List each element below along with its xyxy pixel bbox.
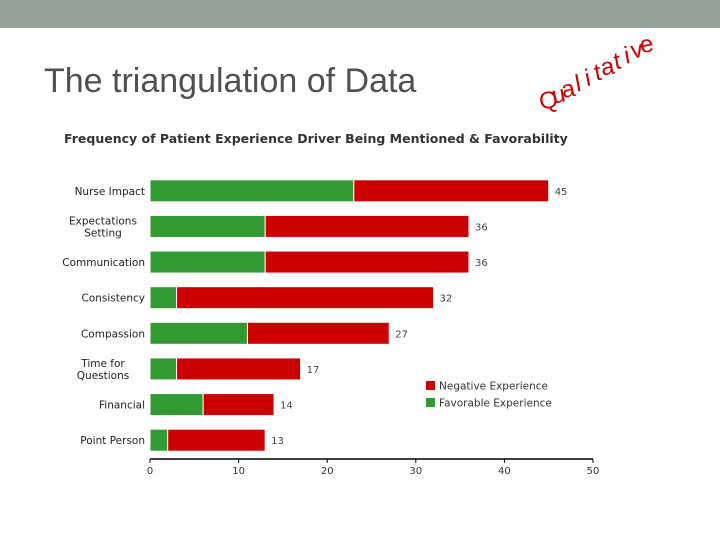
bar-total-label: 27 [395,329,408,340]
legend-label: Negative Experience [439,381,548,393]
category-label: Nurse Impact [75,186,145,198]
x-tick-label: 0 [147,466,153,477]
bar-favorable [149,179,355,203]
bar-favorable [149,321,248,345]
bar-negative [264,214,470,238]
bar-favorable [149,428,169,452]
category-label: Consistency [82,293,146,305]
category-label: Financial [99,400,145,412]
category-label: Communication [62,257,145,269]
bar-favorable [149,357,178,381]
category-label: Compassion [81,328,145,340]
bar-negative [167,428,266,452]
bar-negative [353,179,550,203]
chart-title: Frequency of Patient Experience Driver B… [64,131,568,146]
bar-favorable [149,214,266,238]
x-tick-label: 10 [232,466,245,477]
bar-total-label: 13 [271,436,284,447]
bar-total-label: 32 [440,294,453,305]
slide-title: The triangulation of Data [44,62,417,100]
category-label: Expectations Setting [69,215,137,239]
bar-negative [264,250,470,274]
legend-swatch [426,398,435,407]
bar-negative [176,357,302,381]
category-label: Time for Questions [77,358,129,382]
bar-total-label: 45 [555,187,568,198]
bar-negative [246,321,390,345]
bar-favorable [149,286,178,310]
x-tick-label: 30 [409,466,422,477]
bar-favorable [149,393,204,417]
bar-favorable [149,250,266,274]
x-tick-label: 40 [498,466,511,477]
x-tick-label: 50 [587,466,600,477]
bar-total-label: 36 [475,222,488,233]
category-label: Point Person [80,435,145,447]
bar-total-label: 14 [280,401,293,412]
bar-negative [202,393,275,417]
bar-negative [176,286,435,310]
top-color-band [0,0,720,28]
legend-swatch [426,381,435,390]
x-tick-label: 20 [321,466,334,477]
bar-total-label: 36 [475,258,488,269]
bar-total-label: 17 [307,365,320,376]
legend-label: Favorable Experience [439,398,552,410]
